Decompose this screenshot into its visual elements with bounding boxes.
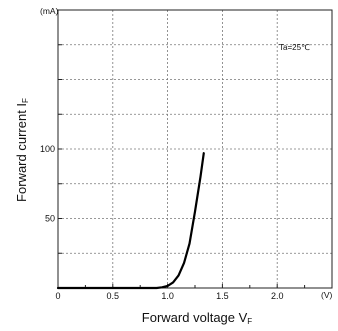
series-line-forward-current bbox=[56, 152, 205, 290]
grid-lines bbox=[58, 10, 332, 288]
y-axis-title: Forward current IF bbox=[14, 98, 30, 202]
temperature-annotation: Ta=25℃ bbox=[279, 43, 310, 52]
x-axis-unit: (V) bbox=[321, 290, 333, 300]
x-tick-label: 1.0 bbox=[161, 291, 174, 301]
y-tick-label: 100 bbox=[40, 144, 55, 154]
y-axis-unit: (mA) bbox=[40, 6, 59, 16]
tick-labels: 0 0.5 1.0 1.5 2.0 50 100 bbox=[40, 144, 283, 301]
x-axis-title: Forward voltage VF bbox=[142, 310, 253, 326]
y-tick-label: 50 bbox=[45, 214, 55, 224]
x-axis-title-main: Forward voltage V bbox=[142, 310, 248, 325]
y-axis-title-main: Forward current I bbox=[14, 103, 29, 202]
x-tick-label: 2.0 bbox=[271, 291, 284, 301]
x-tick-label: 0.5 bbox=[107, 291, 120, 301]
x-tick-label: 0 bbox=[55, 291, 60, 301]
x-axis-title-subscript: F bbox=[247, 317, 252, 326]
y-axis-title-subscript: F bbox=[21, 98, 30, 103]
axis-ticks bbox=[57, 44, 306, 288]
x-tick-label: 1.5 bbox=[216, 291, 229, 301]
